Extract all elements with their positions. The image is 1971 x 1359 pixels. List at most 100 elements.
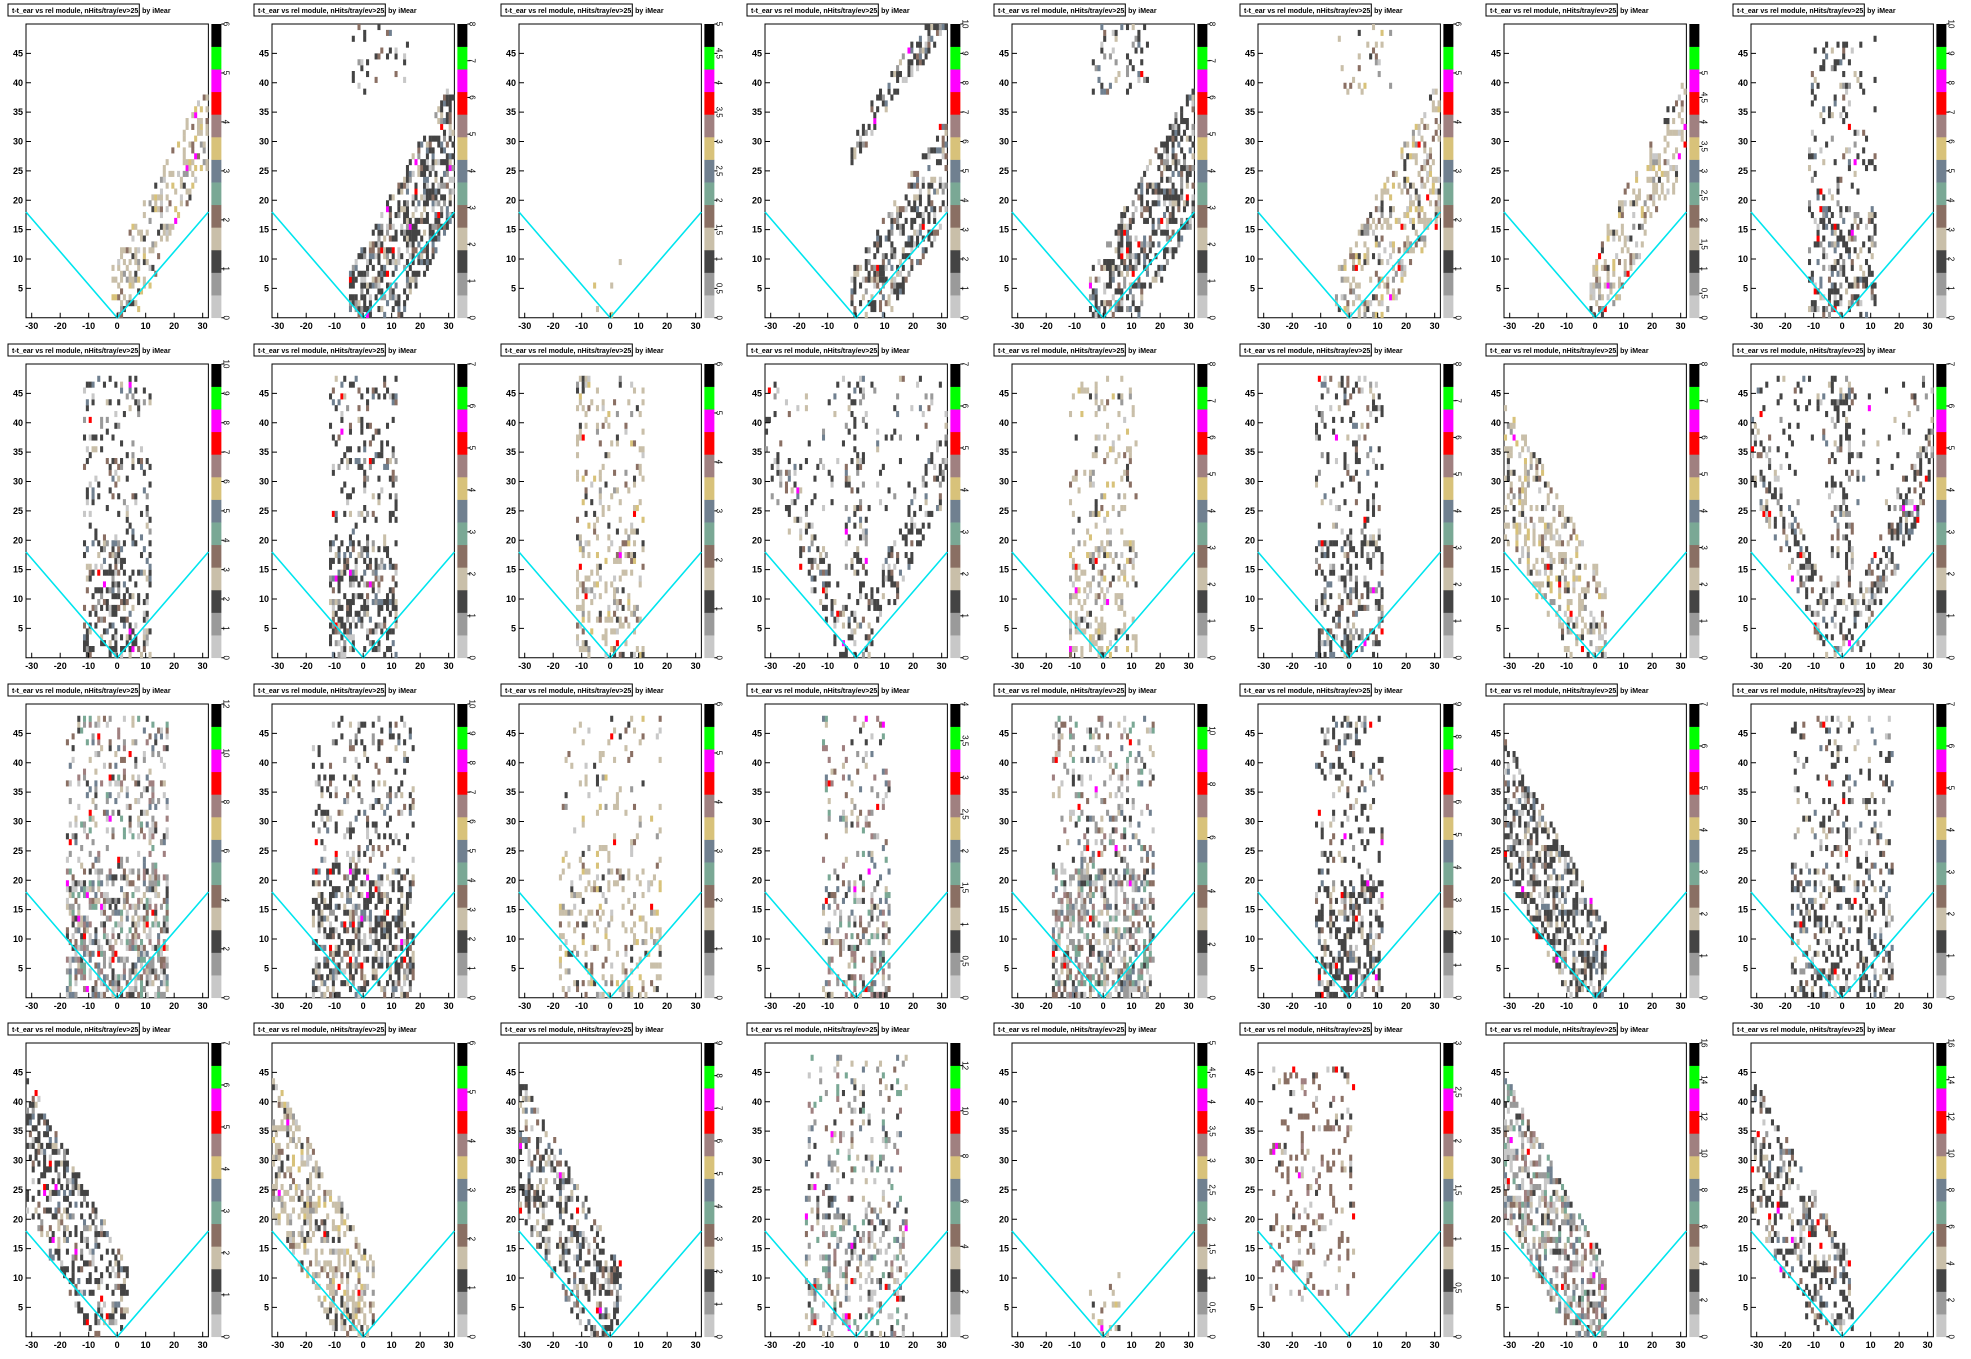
heatmap-cell [1411,129,1415,136]
heatmap-cell [1558,616,1562,623]
colorbar-segment [1196,24,1207,47]
heatmap-cell [386,440,390,447]
heatmap-cell [1403,247,1407,254]
heatmap-cell [904,534,908,541]
heatmap-cell [921,223,925,230]
heatmap-cell [1099,569,1103,576]
colorbar-segment [1689,227,1700,251]
heatmap-cell [85,487,89,494]
heatmap-cell [131,528,135,535]
heatmap-cell [1148,212,1152,219]
heatmap-cell [1165,223,1169,230]
heatmap-cell [128,645,132,652]
heatmap-cell [765,446,769,453]
y-tick-label: 30 [1245,476,1255,486]
heatmap-cell [88,510,92,517]
colorbar-segment [1689,69,1700,93]
heatmap-cell [881,311,886,318]
heatmap-cell [785,469,789,476]
heatmap-cell [434,247,438,254]
y-tick-label: 35 [1491,107,1501,117]
heatmap-cell [1366,247,1370,254]
heatmap-cell [142,616,146,623]
heatmap-cell [437,229,441,236]
colorbar-tick-label: 6 [1453,435,1462,440]
heatmap-cell [933,475,937,482]
heatmap-cell [1827,264,1831,271]
heatmap-cell [1317,651,1321,658]
heatmap-cell [1833,282,1837,289]
heatmap-cell [1377,534,1381,541]
heatmap-cell [1847,159,1851,166]
heatmap-cell [1680,129,1684,136]
heatmap-cell [810,540,814,547]
heatmap-cell [578,534,582,541]
heatmap-cell [82,387,87,394]
heatmap-cell [1836,176,1840,183]
heatmap-cell [910,170,914,177]
heatmap-cell [930,182,934,189]
heatmap-cell [1589,628,1593,635]
heatmap-cell [1125,428,1129,435]
x-tick-label: 20 [416,321,426,331]
heatmap-cell [1867,247,1871,254]
heatmap-cell [335,510,339,517]
heatmap-cell [1663,159,1667,166]
heatmap-cell [1116,253,1120,260]
heatmap-cell [1349,82,1353,89]
heatmap-cell [1119,592,1123,599]
colorbar-segment [457,159,468,183]
heatmap-cell [1128,540,1132,547]
heatmap-cell [157,194,161,201]
heatmap-cell [1136,311,1140,318]
heatmap-cell [437,235,441,242]
heatmap-cell [1388,82,1393,89]
y-tick-label: 10 [506,254,516,264]
heatmap-cell [377,639,381,646]
heatmap-cell [1182,129,1186,136]
x-tick-label: -10 [1807,321,1820,331]
heatmap-cell [1349,528,1353,535]
heatmap-cell [893,253,897,260]
heatmap-cell [890,575,894,582]
x-tick-label: 10 [1619,321,1629,331]
heatmap-cell [1317,469,1321,476]
y-tick-label: 20 [259,195,269,205]
heatmap-cell [890,229,894,236]
heatmap-cell [618,516,622,523]
heatmap-cell [417,200,421,207]
heatmap-cell [377,563,381,570]
x-tick-label: 20 [1401,661,1411,671]
heatmap-cell [618,545,622,552]
heatmap-cell [374,451,379,458]
heatmap-cell [1380,29,1384,36]
heatmap-cell [111,645,115,652]
heatmap-cell [907,182,911,189]
colorbar-tick-label: 3 [961,227,970,232]
heatmap-cell [1357,434,1361,441]
heatmap-cell [196,123,201,130]
heatmap-cell [377,276,381,283]
heatmap-cell [377,587,381,594]
heatmap-cell [787,457,791,464]
heatmap-cell [374,223,379,230]
panel-title: t-t_ear vs rel module, nHits/tray/ev>25,… [1244,8,1403,15]
colorbar-segment [1936,24,1946,47]
heatmap-cell [624,528,628,535]
heatmap-cell [1821,217,1825,224]
heatmap-cell [1858,41,1862,48]
heatmap-cell [944,457,948,464]
heatmap-cell [369,628,373,635]
heatmap-cell [122,270,126,277]
heatmap-cell [420,141,424,148]
heatmap-cell [1096,622,1101,629]
heatmap-panel: -30 -20 -10 0 10 20 30 5 10 15 20 25 30 35 40 45 t-t_ear… [0,0,246,340]
heatmap-cell [1626,235,1630,242]
heatmap-cell [182,147,186,154]
heatmap-cell [927,212,931,219]
heatmap-cell [369,259,373,266]
heatmap-cell [171,223,175,230]
heatmap-cell [587,610,591,617]
colorbar-segment [1936,182,1946,206]
heatmap-cell [182,170,186,177]
